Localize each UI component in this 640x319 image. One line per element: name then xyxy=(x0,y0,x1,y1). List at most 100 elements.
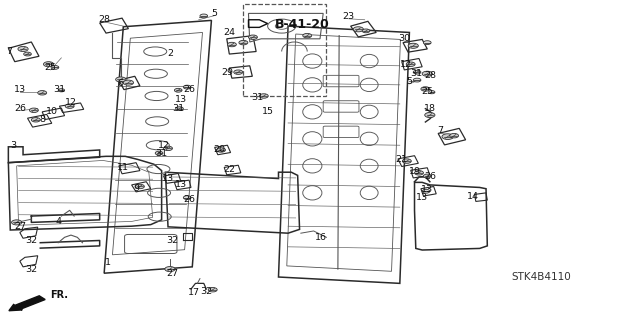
Circle shape xyxy=(413,78,421,82)
Text: 6: 6 xyxy=(118,79,124,88)
Circle shape xyxy=(227,42,236,47)
Text: 32: 32 xyxy=(26,264,37,274)
Circle shape xyxy=(183,196,191,199)
Circle shape xyxy=(450,133,459,138)
Text: 13: 13 xyxy=(416,193,428,202)
Text: 12: 12 xyxy=(65,98,77,107)
Bar xyxy=(243,4,326,96)
Circle shape xyxy=(362,29,370,33)
Text: 4: 4 xyxy=(55,217,61,226)
FancyArrow shape xyxy=(9,296,45,311)
Text: 26: 26 xyxy=(424,173,436,182)
Circle shape xyxy=(259,94,268,98)
Circle shape xyxy=(408,43,419,48)
Text: 13: 13 xyxy=(175,181,187,189)
Text: 31: 31 xyxy=(156,149,168,158)
Text: 32: 32 xyxy=(200,287,212,296)
Circle shape xyxy=(248,35,257,40)
Text: 12: 12 xyxy=(157,141,170,150)
Text: 26: 26 xyxy=(183,195,195,204)
Text: 11: 11 xyxy=(117,163,129,172)
Text: 27: 27 xyxy=(14,222,26,231)
Text: 10: 10 xyxy=(46,108,58,116)
Text: 13: 13 xyxy=(421,185,433,194)
Circle shape xyxy=(156,151,163,155)
Circle shape xyxy=(442,134,454,139)
Circle shape xyxy=(303,33,312,38)
Circle shape xyxy=(208,287,217,292)
Text: 5: 5 xyxy=(406,77,412,86)
Text: 16: 16 xyxy=(316,233,327,242)
Text: 1: 1 xyxy=(105,258,111,267)
Circle shape xyxy=(31,118,40,122)
Text: 5: 5 xyxy=(212,9,218,18)
Text: 8: 8 xyxy=(39,115,45,124)
Circle shape xyxy=(422,71,433,76)
Text: 7: 7 xyxy=(437,126,443,135)
Circle shape xyxy=(38,91,47,95)
Circle shape xyxy=(24,52,31,56)
Text: 23: 23 xyxy=(342,12,355,21)
Text: 2: 2 xyxy=(167,48,173,58)
Circle shape xyxy=(136,184,145,189)
Circle shape xyxy=(415,171,424,175)
Text: STK4B4110: STK4B4110 xyxy=(511,272,572,282)
Circle shape xyxy=(403,159,412,163)
Text: 25: 25 xyxy=(45,63,56,72)
Circle shape xyxy=(174,88,182,92)
Text: 9: 9 xyxy=(134,184,140,193)
Circle shape xyxy=(164,146,173,151)
Text: 30: 30 xyxy=(398,34,410,43)
Text: 18: 18 xyxy=(424,104,436,113)
Circle shape xyxy=(51,65,59,69)
Text: 26: 26 xyxy=(183,85,195,94)
Circle shape xyxy=(239,41,248,45)
Text: 31: 31 xyxy=(53,85,65,94)
Circle shape xyxy=(183,85,191,89)
Text: 21: 21 xyxy=(396,155,408,164)
Text: 19: 19 xyxy=(408,167,420,176)
Circle shape xyxy=(18,47,28,51)
Text: 32: 32 xyxy=(26,236,37,245)
Circle shape xyxy=(413,70,421,74)
Circle shape xyxy=(65,104,74,108)
Circle shape xyxy=(234,70,243,74)
Circle shape xyxy=(44,62,54,67)
Circle shape xyxy=(425,113,435,118)
Text: 17: 17 xyxy=(188,288,200,297)
Text: 13: 13 xyxy=(175,95,187,104)
Text: 28: 28 xyxy=(99,15,111,24)
Circle shape xyxy=(175,107,183,111)
Text: 14: 14 xyxy=(467,191,479,201)
Text: 26: 26 xyxy=(14,104,26,113)
Circle shape xyxy=(429,91,435,94)
Circle shape xyxy=(406,62,415,66)
Circle shape xyxy=(200,14,207,18)
Text: 29: 29 xyxy=(221,68,234,77)
Text: 12: 12 xyxy=(400,60,412,69)
Text: 28: 28 xyxy=(424,71,436,80)
Text: 27: 27 xyxy=(166,269,178,278)
Circle shape xyxy=(424,174,431,178)
Circle shape xyxy=(58,89,65,92)
Circle shape xyxy=(29,108,38,113)
Text: B-41-20: B-41-20 xyxy=(275,18,330,31)
Circle shape xyxy=(216,148,225,152)
Text: 20: 20 xyxy=(213,145,225,154)
Circle shape xyxy=(116,77,126,82)
Text: 31: 31 xyxy=(252,93,264,102)
Text: 22: 22 xyxy=(223,165,236,174)
Text: 13: 13 xyxy=(14,85,26,94)
Circle shape xyxy=(165,267,175,271)
Circle shape xyxy=(353,27,364,32)
Text: 25: 25 xyxy=(421,87,433,96)
Text: FR.: FR. xyxy=(51,290,68,300)
Text: 31: 31 xyxy=(172,104,184,113)
Text: 31: 31 xyxy=(410,69,422,78)
Text: 3: 3 xyxy=(10,141,17,150)
Text: 7: 7 xyxy=(6,47,13,56)
Circle shape xyxy=(124,80,134,85)
Text: 15: 15 xyxy=(262,108,274,116)
Circle shape xyxy=(421,87,430,91)
Text: 13: 13 xyxy=(162,174,174,183)
